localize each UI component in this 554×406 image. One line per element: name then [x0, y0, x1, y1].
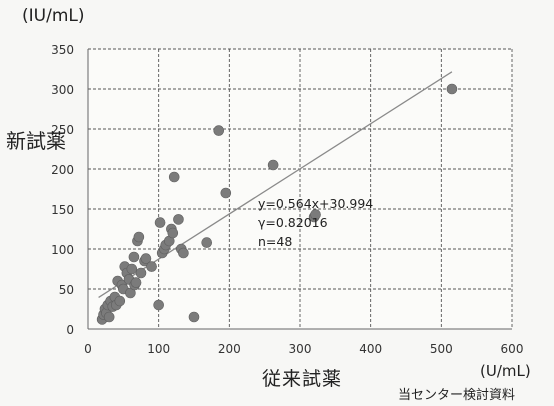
y-tick-label: 200 — [51, 163, 74, 177]
annotation-text: y=0.564x+30.994 — [258, 196, 373, 211]
tick-labels: 0 50 100 150 200 250 300 350 0 100 200 300 400 500 600 — [51, 43, 523, 356]
data-point — [146, 261, 157, 272]
x-tick-label: 0 — [84, 342, 92, 356]
data-point — [446, 83, 458, 95]
x-tick-label: 400 — [359, 342, 382, 356]
y-tick-label: 250 — [51, 123, 74, 137]
data-point — [140, 253, 152, 264]
source-note: 当センター検討資料 — [398, 388, 516, 403]
x-tick-label: 500 — [430, 342, 453, 356]
data-point — [154, 217, 166, 228]
y-tick-label: 100 — [51, 243, 74, 257]
data-point — [201, 237, 213, 248]
data-point — [114, 295, 126, 307]
data-point — [213, 125, 225, 136]
y-tick-label: 150 — [51, 203, 74, 217]
data-point — [128, 251, 140, 263]
x-axis-unit: (U/mL) — [480, 362, 531, 380]
data-point — [153, 299, 164, 311]
data-point — [267, 159, 279, 171]
grid-lines — [88, 48, 513, 329]
y-tick-label: 50 — [59, 283, 74, 297]
data-points — [96, 83, 458, 325]
annotations: y=0.564x+30.994 γ=0.82016 n=48 — [258, 196, 373, 249]
axes — [87, 49, 512, 330]
y-axis-label: 新試薬 — [6, 129, 66, 153]
regression-line — [98, 71, 453, 298]
x-tick-label: 200 — [218, 342, 241, 356]
x-tick-label: 300 — [289, 342, 312, 356]
data-point — [220, 187, 232, 199]
y-tick-label: 350 — [51, 43, 74, 57]
data-point — [168, 171, 180, 183]
trendline — [98, 71, 453, 298]
data-point — [126, 263, 138, 275]
x-tick-label: 600 — [501, 342, 524, 356]
annotation-text: n=48 — [258, 234, 292, 249]
data-point — [167, 227, 179, 239]
data-point — [178, 247, 189, 259]
data-point — [103, 311, 115, 323]
annotation-text: γ=0.82016 — [258, 215, 328, 230]
x-axis-label: 従来試薬 — [262, 368, 343, 390]
data-point — [173, 214, 184, 225]
y-tick-label: 0 — [66, 323, 74, 337]
data-point — [135, 267, 147, 279]
data-point — [133, 231, 145, 243]
data-point — [130, 277, 142, 288]
x-tick-label: 100 — [147, 342, 170, 356]
data-point — [310, 209, 321, 220]
y-tick-label: 300 — [51, 83, 74, 97]
data-point — [188, 311, 200, 323]
y-axis-unit: (IU/mL) — [22, 6, 85, 26]
